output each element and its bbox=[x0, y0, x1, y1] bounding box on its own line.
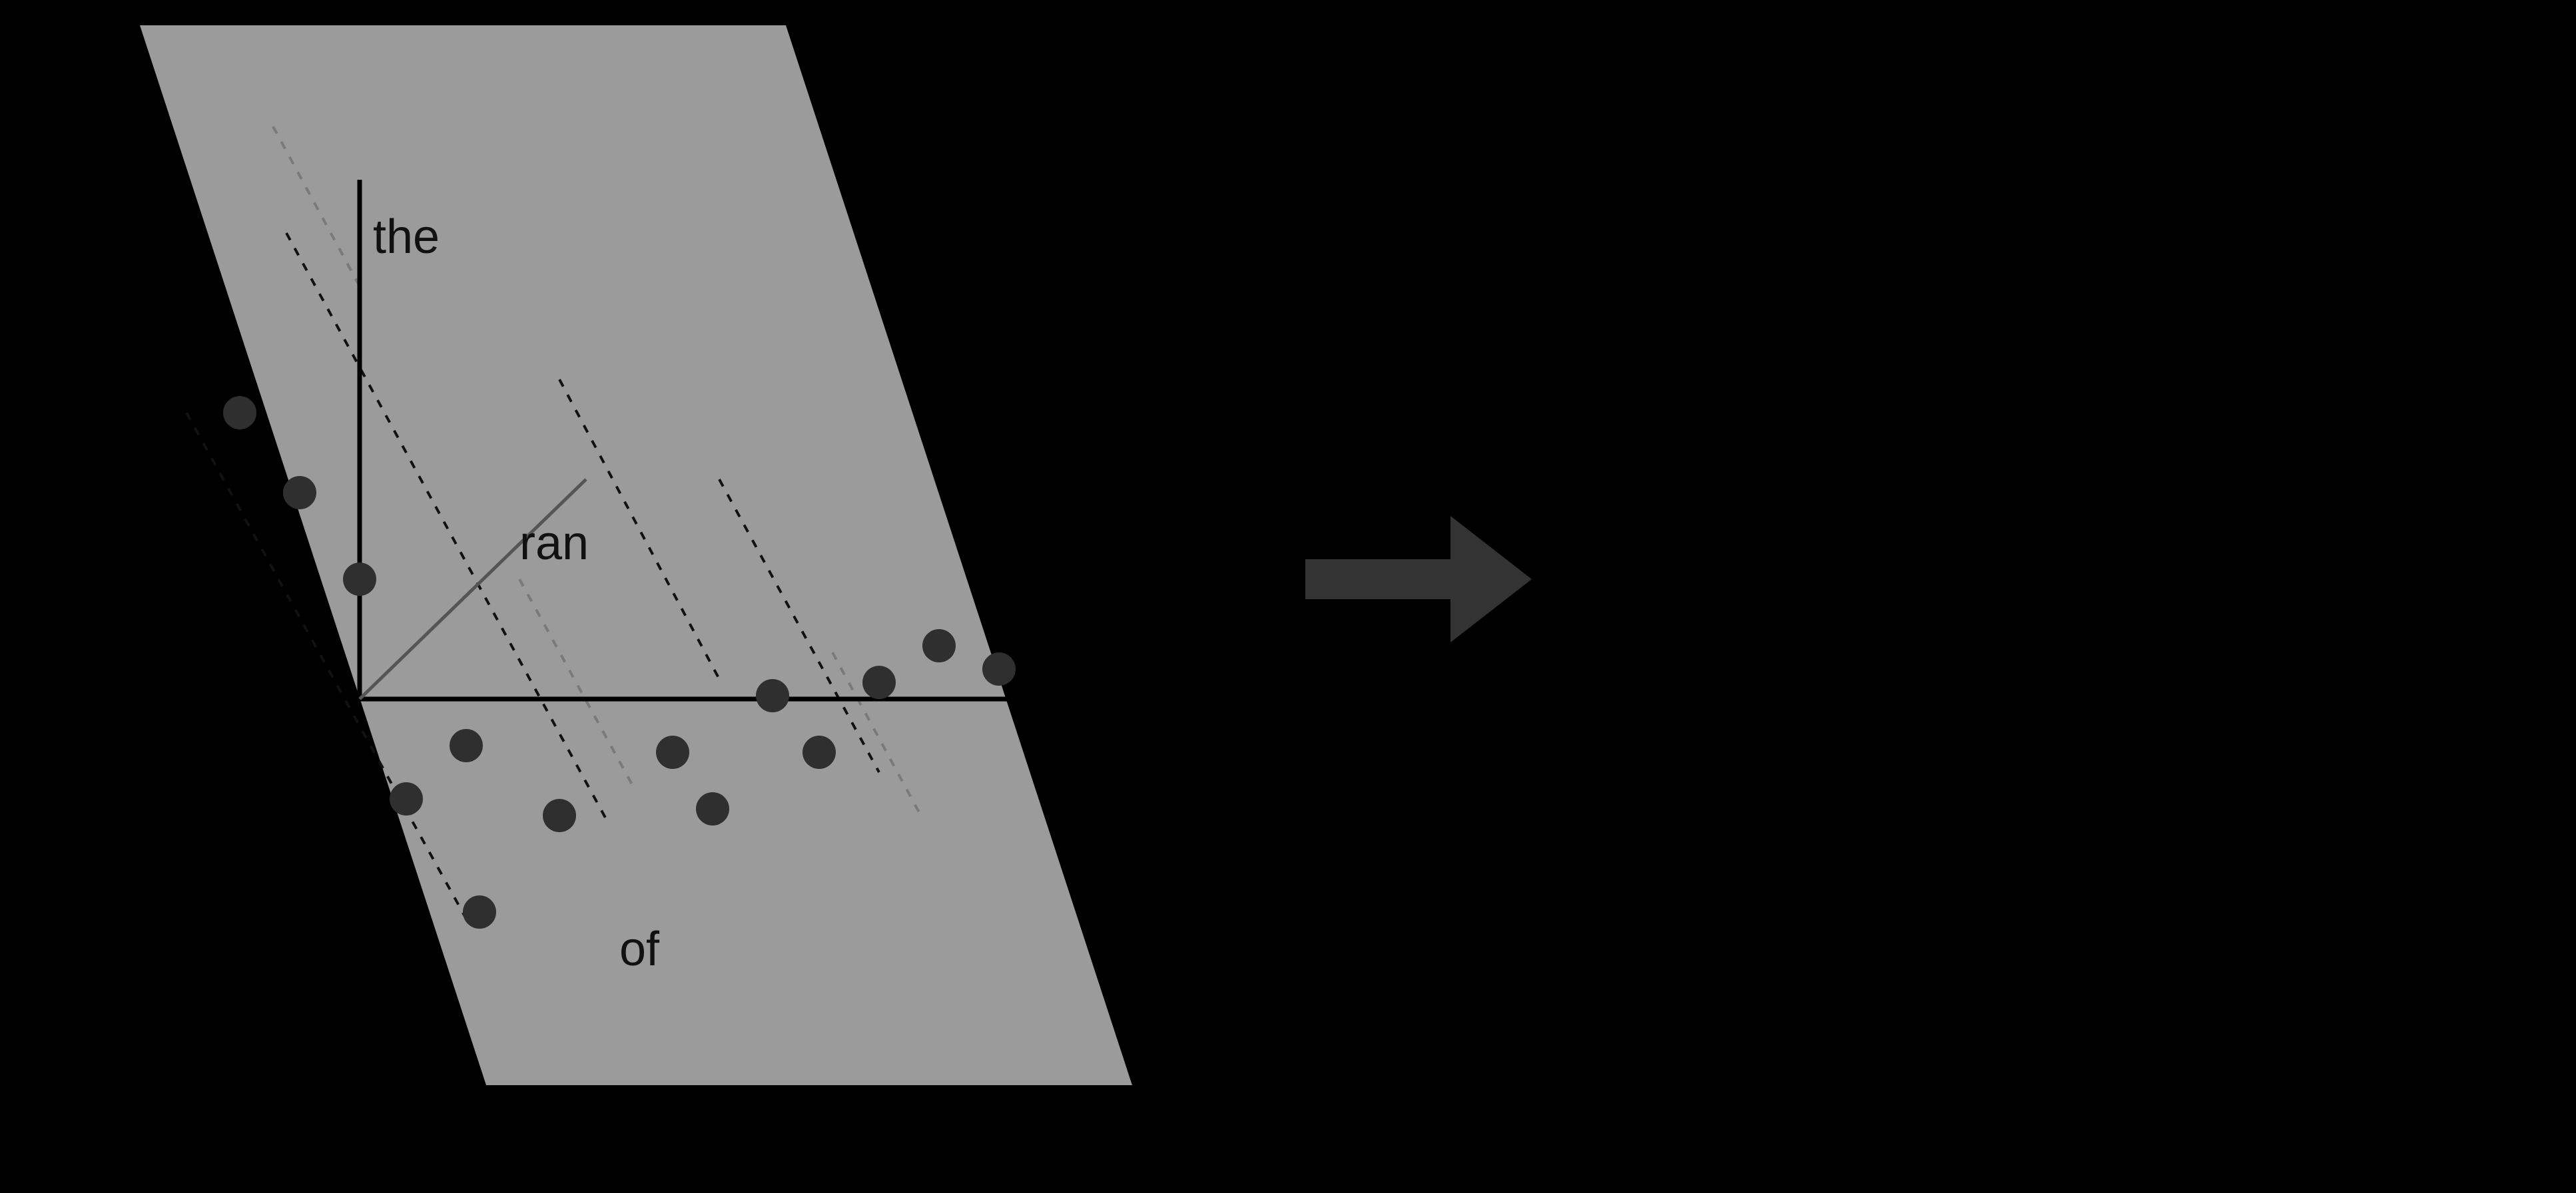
embedding-point-4 bbox=[450, 729, 483, 762]
embedding-point-0 bbox=[223, 396, 256, 429]
embedding-point-7 bbox=[656, 736, 689, 769]
embedding-point-1 bbox=[283, 476, 316, 509]
embedding-point-6 bbox=[543, 799, 576, 832]
embedding-point-11 bbox=[862, 666, 896, 699]
transform-arrow bbox=[1305, 516, 1532, 642]
embedding-point-5 bbox=[463, 895, 496, 929]
arrow-head bbox=[1450, 516, 1532, 642]
label-of: of bbox=[619, 923, 660, 976]
embedding-point-10 bbox=[803, 736, 836, 769]
embedding-point-12 bbox=[922, 629, 956, 662]
embedding-point-13 bbox=[982, 652, 1016, 686]
embedding-point-3 bbox=[390, 782, 423, 816]
embedding-plane: the ran of bbox=[140, 25, 1132, 1085]
label-ran: ran bbox=[519, 517, 589, 570]
embedding-point-8 bbox=[696, 792, 729, 826]
label-the: the bbox=[373, 210, 440, 264]
embedding-point-2 bbox=[343, 563, 376, 596]
embedding-point-9 bbox=[756, 679, 789, 712]
